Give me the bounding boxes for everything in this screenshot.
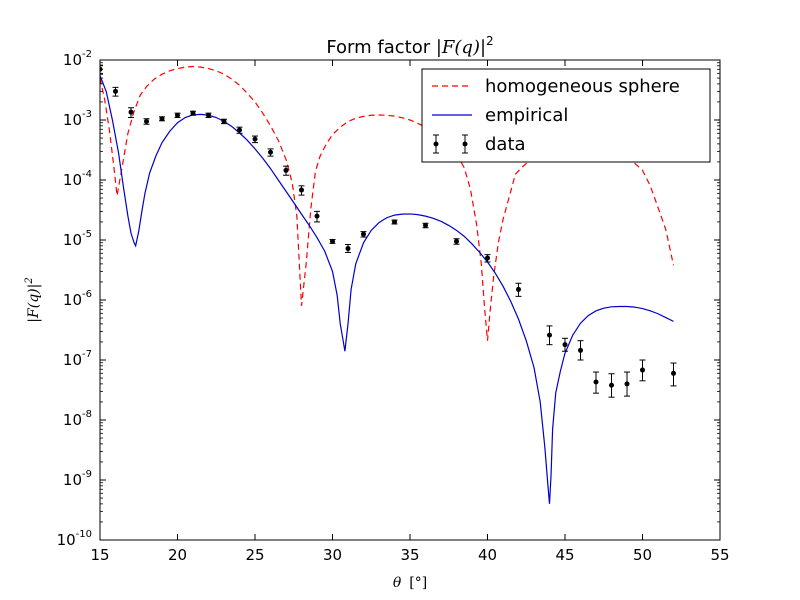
data-point <box>593 371 599 394</box>
data-point <box>329 238 336 244</box>
x-tick-label: 50 <box>633 546 652 564</box>
y-tick-label: 10-2 <box>63 49 92 69</box>
y-axis-ticks: 10-10 10-9 10-8 10-7 10-6 10-5 10-4 10-3 10-2 <box>57 49 720 549</box>
data-point <box>267 148 274 157</box>
x-tick-label: 15 <box>90 546 109 564</box>
data-point <box>174 112 181 119</box>
data-point <box>515 282 522 297</box>
data-point <box>143 118 150 125</box>
legend-label-data: data <box>485 134 526 155</box>
x-tick-label: 30 <box>323 546 342 564</box>
y-tick-label: 10-3 <box>63 109 92 129</box>
y-tick-label: 10-5 <box>63 229 92 249</box>
legend-label-empirical: empirical <box>485 105 568 126</box>
data-point <box>283 165 289 176</box>
data-point <box>577 340 584 361</box>
x-tick-label: 20 <box>168 546 187 564</box>
data-point <box>608 373 615 398</box>
y-tick-label: 10-8 <box>63 409 92 429</box>
data-point <box>422 222 429 229</box>
x-tick-label: 55 <box>710 546 729 564</box>
data-point <box>221 118 227 125</box>
y-tick-label: 10-7 <box>63 349 92 369</box>
y-tick-label: 10-6 <box>63 289 92 309</box>
x-tick-label: 45 <box>555 546 574 564</box>
x-tick-label: 25 <box>245 546 264 564</box>
data-point <box>391 219 398 225</box>
series-line-homogeneous-sphere <box>100 65 675 341</box>
data-point <box>314 210 320 223</box>
legend-label-homogeneous-sphere: homogeneous sphere <box>485 76 680 97</box>
series-line-empirical <box>100 75 674 504</box>
data-point <box>190 110 196 116</box>
data-point <box>360 231 367 238</box>
data-point <box>484 254 491 263</box>
data-point <box>562 337 568 352</box>
y-tick-label: 10-10 <box>57 529 92 549</box>
x-tick-label: 35 <box>400 546 419 564</box>
legend-swatch-data <box>433 134 468 154</box>
data-point <box>345 244 351 253</box>
legend: homogeneous sphere empirical data <box>421 68 711 163</box>
data-point <box>205 112 212 119</box>
data-point <box>624 371 630 397</box>
data-point <box>112 86 119 97</box>
data-point <box>453 238 460 245</box>
data-point <box>298 185 305 196</box>
y-tick-label: 10-4 <box>63 169 92 189</box>
data-point <box>128 107 134 119</box>
data-point <box>639 359 646 382</box>
x-axis-ticks: 15 20 25 30 35 40 45 50 55 <box>90 60 730 564</box>
data-point <box>670 362 677 387</box>
y-tick-label: 10-9 <box>63 469 92 489</box>
y-axis-label: |F(q)|2 <box>24 277 42 322</box>
x-tick-label: 40 <box>478 546 497 564</box>
data-point <box>546 325 553 346</box>
series-layer <box>100 64 677 504</box>
chart-title: Form factor |F(q)|2 <box>326 34 493 58</box>
data-point <box>159 116 165 122</box>
data-point <box>252 135 258 144</box>
x-axis-label: θ [°] <box>393 575 427 591</box>
data-point <box>236 126 243 134</box>
